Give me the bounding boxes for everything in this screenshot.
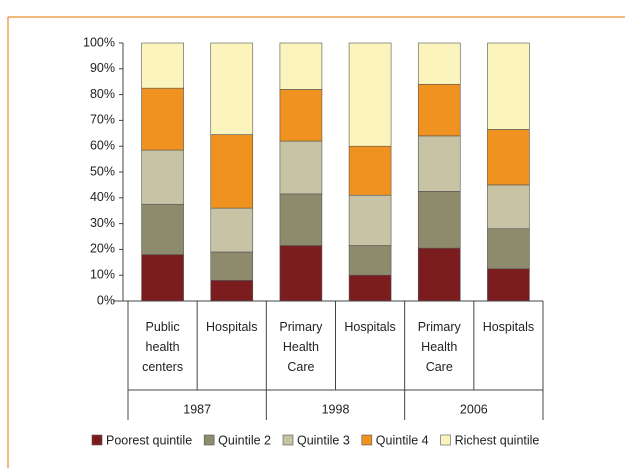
bar-segment: [348, 274, 392, 302]
legend-label: Poorest quintile: [106, 433, 192, 447]
legend-swatch: [91, 434, 103, 446]
y-tick-label: 10%: [90, 267, 115, 281]
y-tick-label: 20%: [90, 242, 115, 256]
bar-segment: [141, 203, 184, 255]
y-tick-label: 80%: [90, 87, 115, 101]
bar-segment: [210, 42, 254, 135]
legend-swatch: [361, 434, 373, 446]
bar-segment: [279, 42, 323, 90]
legend-swatch: [282, 434, 294, 446]
bar-segment: [141, 149, 184, 205]
bar-segment: [348, 145, 392, 196]
bar-segment: [210, 207, 254, 253]
bar-segment: [210, 134, 254, 209]
x-tick-label: Primary Health Care: [418, 320, 462, 374]
bar-segment: [487, 268, 530, 302]
bar-segment: [487, 184, 530, 230]
y-tick-label: 0%: [97, 293, 115, 307]
group-label: 1998: [322, 402, 350, 416]
bar-segment: [348, 245, 392, 276]
y-tick-label: 30%: [90, 216, 115, 230]
bar-segment: [417, 135, 461, 192]
bar-segment: [141, 87, 184, 151]
group-label: 1987: [183, 402, 211, 416]
x-tick-label: Hospitals: [344, 320, 395, 334]
x-tick-label: Hospitals: [206, 320, 257, 334]
bar-segment: [487, 129, 530, 186]
bar-segment: [417, 83, 461, 137]
bar-segment: [210, 251, 254, 281]
legend-swatch: [203, 434, 215, 446]
bar-segment: [417, 247, 461, 302]
y-tick-label: 60%: [90, 138, 115, 152]
legend-label: Richest quintile: [455, 433, 540, 447]
x-tick-label: Primary Health Care: [279, 320, 323, 374]
x-tick-label: Public health centers: [142, 320, 183, 374]
bar-segment: [279, 245, 323, 302]
y-tick-label: 50%: [90, 164, 115, 178]
bar-segment: [141, 42, 184, 89]
bar-segment: [279, 193, 323, 246]
y-tick-label: 70%: [90, 113, 115, 127]
y-tick-label: 40%: [90, 190, 115, 204]
bar-segment: [141, 254, 184, 302]
bar-segment: [487, 42, 530, 130]
bar-segment: [279, 89, 323, 142]
bar-segment: [279, 140, 323, 195]
bar-segment: [487, 228, 530, 270]
bar-segment: [417, 191, 461, 249]
bar-segment: [348, 42, 392, 147]
legend-label: Quintile 3: [297, 433, 350, 447]
legend-label: Quintile 4: [376, 433, 429, 447]
legend-swatch: [440, 434, 451, 446]
y-tick-label: 90%: [90, 61, 115, 75]
bar-segment: [417, 42, 461, 85]
y-tick-label: 100%: [83, 35, 115, 49]
x-tick-label: Hospitals: [483, 320, 534, 334]
bar-segment: [348, 194, 392, 246]
legend-label: Quintile 2: [218, 433, 271, 447]
group-label: 2006: [460, 402, 488, 416]
bar-segment: [210, 280, 254, 302]
